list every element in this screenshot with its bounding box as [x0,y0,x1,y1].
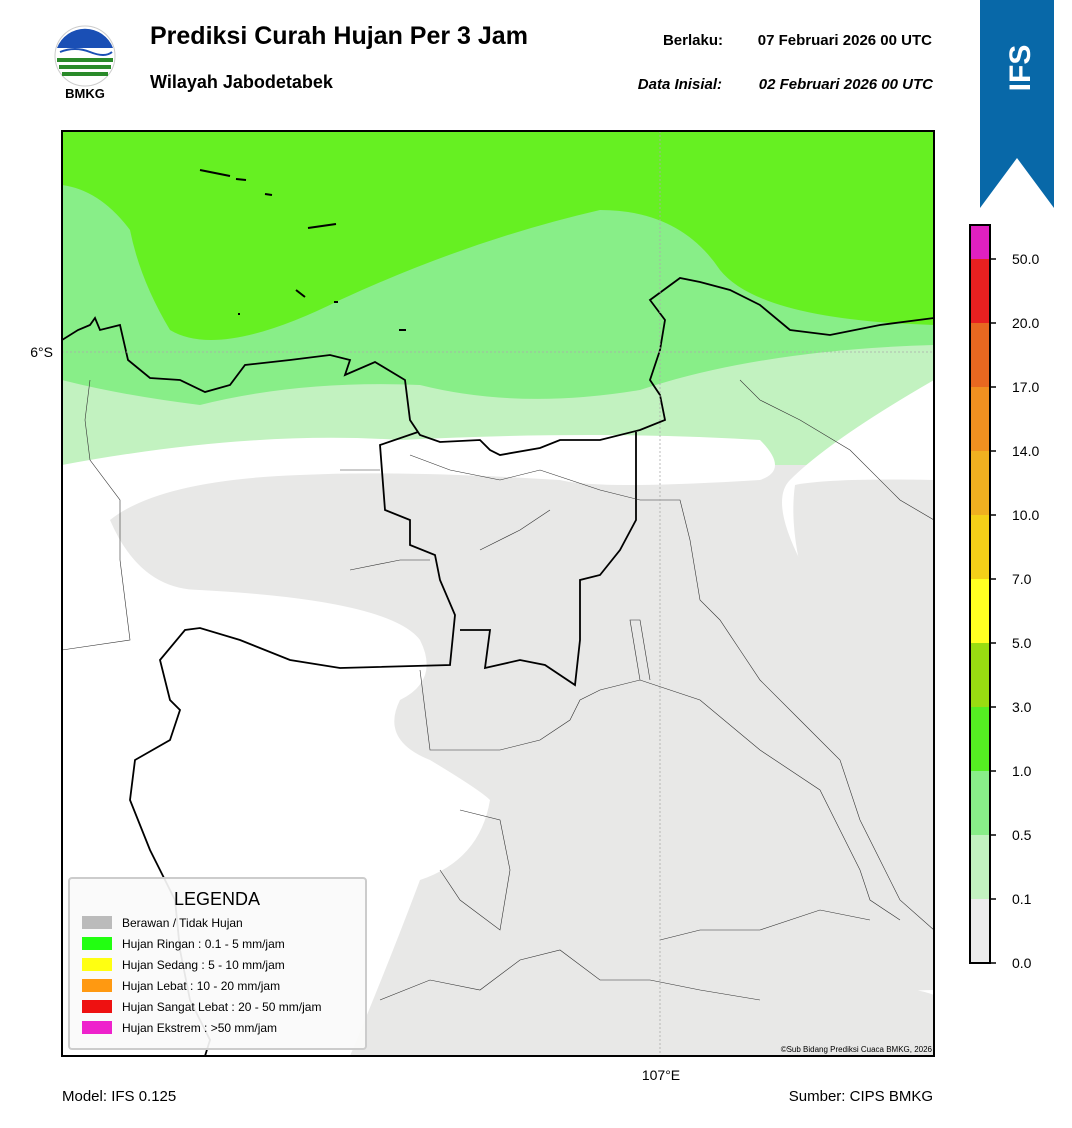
legend-label: Hujan Ekstrem : >50 mm/jam [122,1021,277,1035]
colorbar-label: 0.5 [1012,827,1032,843]
colorbar-label: 10.0 [1012,507,1039,523]
colorbar-label: 0.1 [1012,891,1032,907]
colorbar-segment [970,707,990,771]
valid-label: Berlaku: [663,32,723,49]
colorbar-segment [970,579,990,643]
legend-swatch [82,916,112,929]
colorbar-frame [969,224,991,964]
lon-label: 107°E [642,1067,680,1083]
legend-items: Berawan / Tidak Hujan Hujan Ringan : 0.1 … [82,916,321,1035]
legend-label: Hujan Ringan : 0.1 - 5 mm/jam [122,937,285,951]
colorbar-label: 17.0 [1012,379,1039,395]
init-value: 02 Februari 2026 00 UTC [759,76,934,93]
legend-box [68,877,367,1050]
map-frame [61,130,935,1057]
legend-swatch [82,937,112,950]
colorbar-label: 3.0 [1012,699,1032,715]
legend-swatch [82,1000,112,1013]
footer-source: Sumber: CIPS BMKG [789,1088,933,1105]
badge-text: IFS [1004,45,1037,92]
colorbar-segment [970,323,990,387]
legend-title: LEGENDA [174,889,260,909]
lat-label: 6°S [30,344,53,360]
init-label: Data Inisial: [638,76,722,93]
legend-swatch [82,979,112,992]
credit: ©Sub Bidang Prediksi Cuaca BMKG, 2026 [781,1045,933,1054]
colorbar-label: 5.0 [1012,635,1032,651]
legend-label: Berawan / Tidak Hujan [122,916,243,930]
colorbar-segment [970,643,990,707]
colorbar-label: 14.0 [1012,443,1039,459]
valid-value: 07 Februari 2026 00 UTC [758,32,932,49]
colorbar: 0.0 0.1 0.5 1.0 3.0 5.0 7.0 10.0 14.0 17.0 20.0 50.… [969,224,1039,971]
colorbar-segment [970,771,990,835]
colorbar-label: 0.0 [1012,955,1032,971]
logo [54,25,116,87]
legend-swatch [82,1021,112,1034]
legend-label: Hujan Lebat : 10 - 20 mm/jam [122,979,280,993]
colorbar-label: 7.0 [1012,571,1032,587]
footer-model: Model: IFS 0.125 [62,1088,176,1105]
colorbar-segment [970,387,990,451]
colorbar-segment [970,259,990,323]
title: Prediksi Curah Hujan Per 3 Jam [150,22,528,50]
colorbar-segment [970,225,990,259]
colorbar-segment [970,451,990,515]
colorbar-segment [970,515,990,579]
colorbar-label: 50.0 [1012,251,1039,267]
badge-shape [980,0,1054,208]
colorbar-label: 20.0 [1012,315,1039,331]
legend-label: Hujan Sedang : 5 - 10 mm/jam [122,958,285,972]
logo-text: BMKG [65,86,105,101]
legend-swatch [82,958,112,971]
colorbar-segment [970,899,990,963]
colorbar-segment [970,835,990,899]
legend-label: Hujan Sangat Lebat : 20 - 50 mm/jam [122,1000,321,1014]
subtitle: Wilayah Jabodetabek [150,72,334,92]
colorbar-label: 1.0 [1012,763,1032,779]
